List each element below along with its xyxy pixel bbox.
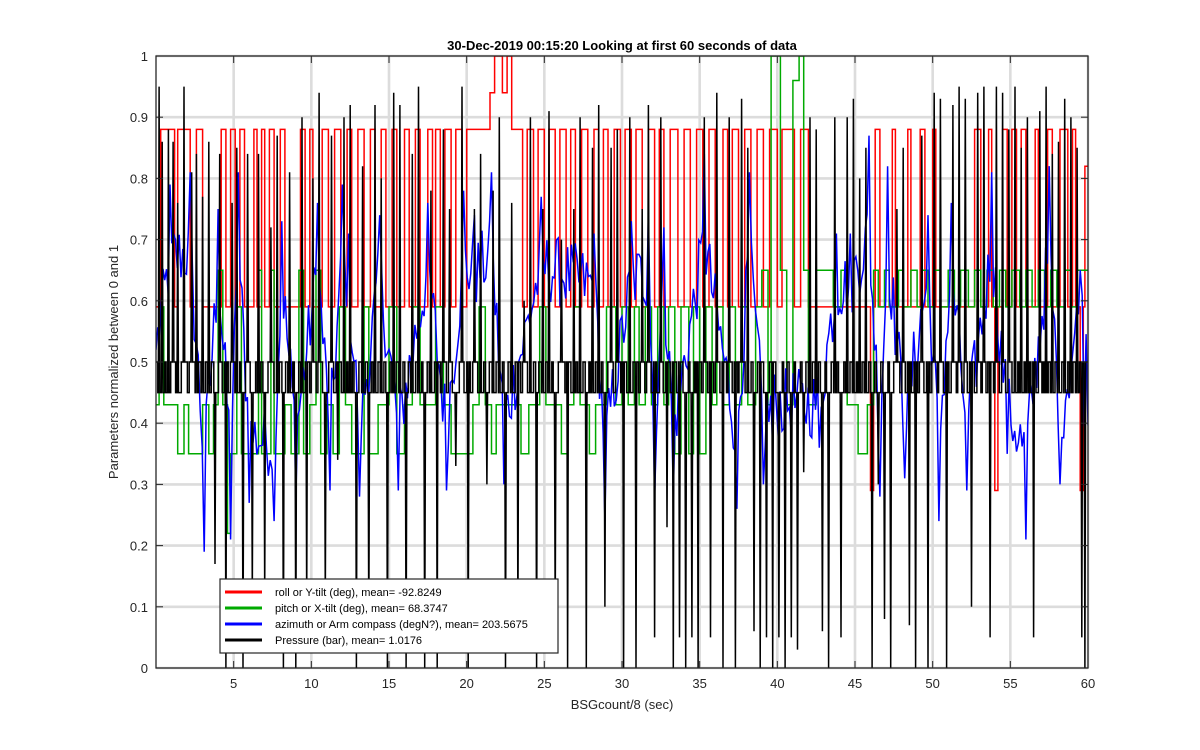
- legend-box: [219, 578, 559, 654]
- x-tick-label: 45: [848, 676, 862, 691]
- y-tick-label: 0.3: [130, 477, 148, 492]
- x-tick-label: 25: [537, 676, 551, 691]
- y-tick-label: 0.8: [130, 171, 148, 186]
- y-tick-label: 0: [141, 661, 148, 676]
- x-tick-label: 50: [925, 676, 939, 691]
- legend-entry-roll: roll or Y-tilt (deg), mean= -92.8249: [275, 587, 442, 599]
- legend-entry-pressure: Pressure (bar), mean= 1.0176: [275, 635, 422, 647]
- legend-entry-pitch: pitch or X-tilt (deg), mean= 68.3747: [275, 603, 448, 615]
- legend-entry-azimuth: azimuth or Arm compass (degN?), mean= 20…: [275, 619, 528, 631]
- chart-title: 30-Dec-2019 00:15:20 Looking at first 60…: [447, 38, 797, 53]
- y-tick-label: 0.9: [130, 110, 148, 125]
- x-tick-label: 35: [692, 676, 706, 691]
- x-tick-label: 30: [615, 676, 629, 691]
- legend: roll or Y-tilt (deg), mean= -92.8249 pit…: [219, 578, 559, 654]
- y-axis-label: Parameters normalized between 0 and 1: [106, 245, 121, 479]
- y-tick-label: 0.4: [130, 416, 148, 431]
- x-tick-label: 20: [459, 676, 473, 691]
- x-tick-label: 10: [304, 676, 318, 691]
- y-tick-label: 0.1: [130, 600, 148, 615]
- series-group: [156, 56, 1088, 668]
- y-tick-label: 0.5: [130, 355, 148, 370]
- y-tick-labels: 0 0.1 0.2 0.3 0.4 0.5 0.6 0.7 0.8 0.9 1: [130, 49, 148, 676]
- x-tick-label: 60: [1081, 676, 1095, 691]
- x-tick-labels: 5 10 15 20 25 30 35 40 45 50 55 60: [230, 676, 1095, 691]
- x-axis-label: BSGcount/8 (sec): [571, 697, 674, 712]
- ticks: [156, 55, 1089, 669]
- pressure-series-line: [156, 86, 1088, 668]
- y-tick-label: 1: [141, 49, 148, 64]
- x-tick-label: 55: [1003, 676, 1017, 691]
- x-tick-label: 15: [382, 676, 396, 691]
- x-tick-label: 5: [230, 676, 237, 691]
- y-tick-label: 0.2: [130, 539, 148, 554]
- y-tick-label: 0.6: [130, 294, 148, 309]
- y-tick-label: 0.7: [130, 233, 148, 248]
- x-tick-label: 40: [770, 676, 784, 691]
